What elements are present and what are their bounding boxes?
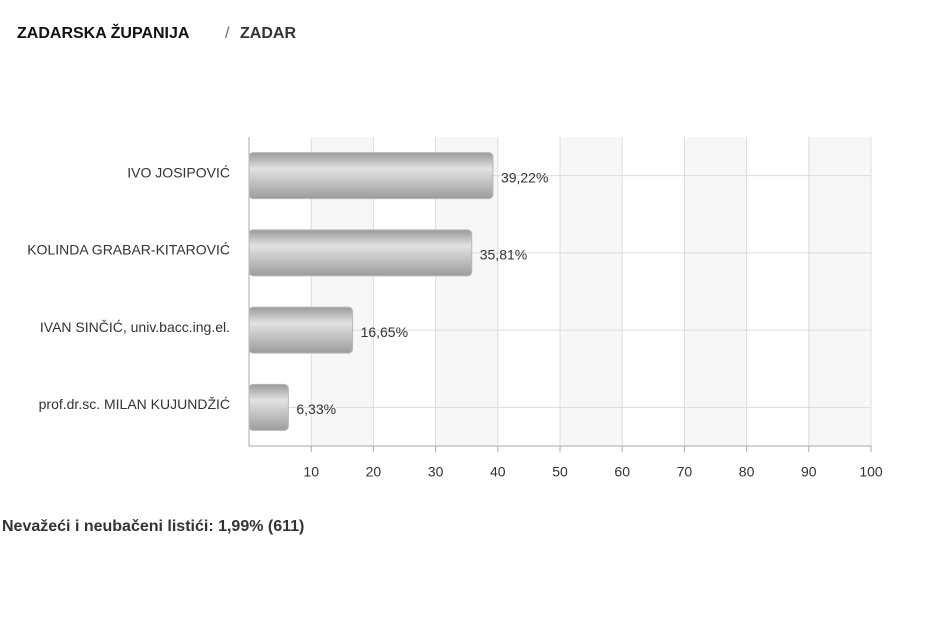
value-label: 35,81% <box>480 247 527 263</box>
bar <box>248 229 473 277</box>
value-label: 39,22% <box>501 169 548 185</box>
x-tick-label: 40 <box>490 464 506 480</box>
separator: / <box>225 25 230 42</box>
x-tick-label: 30 <box>428 464 444 480</box>
value-label: 6,33% <box>296 401 336 417</box>
x-tick-label: 100 <box>859 464 883 480</box>
y-tick-label: IVAN SINČIĆ, univ.bacc.ing.el. <box>40 319 230 335</box>
y-tick-label: prof.dr.sc. MILAN KUJUNDŽIĆ <box>39 396 230 412</box>
city-title: ZADAR <box>240 25 296 42</box>
y-tick-label: IVO JOSIPOVIĆ <box>127 164 230 180</box>
footer-note: Nevažeći i neubačeni listići: 1,99% (611… <box>2 518 304 535</box>
x-tick-label: 20 <box>366 464 382 480</box>
region-title: ZADARSKA ŽUPANIJA <box>17 23 190 42</box>
x-tick-label: 80 <box>739 464 755 480</box>
bar <box>248 306 354 354</box>
plot-area: 10 20 30 40 50 60 70 80 90 100 IVO JOSIPOVIĆ 39,22%… <box>27 137 883 480</box>
bar <box>248 383 289 431</box>
x-tick-label: 60 <box>614 464 630 480</box>
x-tick-label: 70 <box>677 464 693 480</box>
band <box>560 137 623 446</box>
y-tick-label: KOLINDA GRABAR-KITAROVIĆ <box>27 242 230 258</box>
bar <box>248 152 494 200</box>
x-tick-label: 90 <box>801 464 817 480</box>
band <box>684 137 747 446</box>
x-tick-label: 10 <box>303 464 319 480</box>
x-tick-label: 50 <box>552 464 568 480</box>
value-label: 16,65% <box>361 324 408 340</box>
band <box>808 137 871 446</box>
